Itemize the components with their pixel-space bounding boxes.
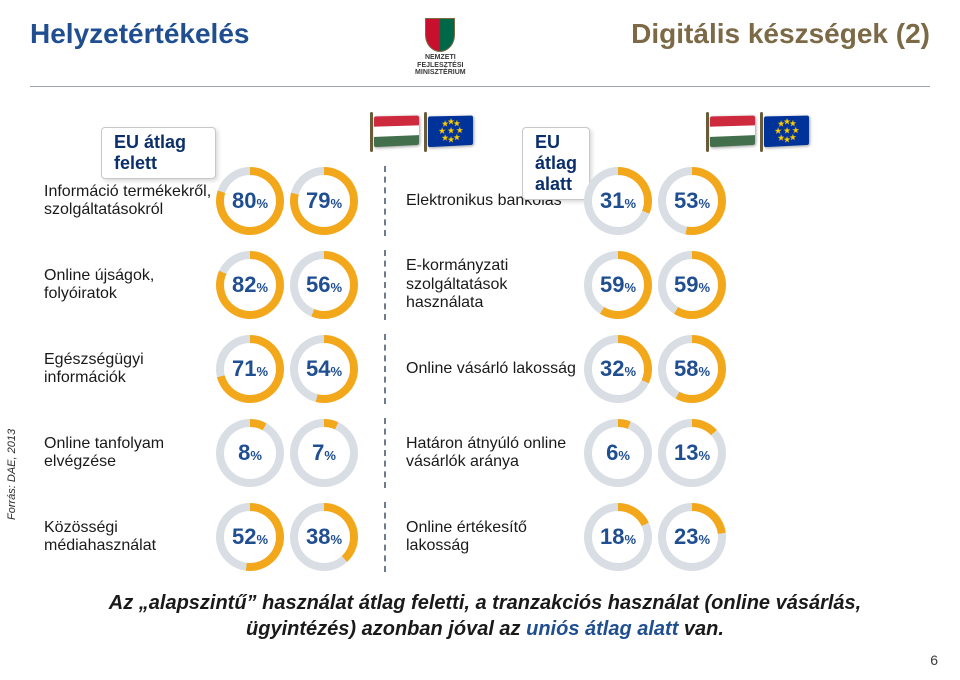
donut-chart: 13%	[658, 419, 726, 487]
donut-value: 8%	[238, 440, 262, 466]
data-row: Közösségi médiahasználat 52% 38% Online ért…	[44, 502, 934, 572]
donut-value: 32%	[600, 356, 636, 382]
footnote-em: uniós átlag alatt	[526, 618, 678, 640]
row-label-right: Határon átnyúló online vásárlók aránya	[406, 435, 584, 472]
donut-chart: 23%	[658, 503, 726, 571]
row-label-left: Online tanfolyam elvégzése	[44, 435, 216, 472]
page-title-right: Digitális készségek (2)	[631, 18, 930, 50]
row-label-left: Információ termékekről, szolgáltatásokró…	[44, 183, 216, 220]
donut-chart: 32%	[584, 335, 652, 403]
donut-chart: 58%	[658, 335, 726, 403]
donut-value: 59%	[674, 272, 710, 298]
donut-value: 80%	[232, 188, 268, 214]
donut-chart: 59%	[658, 251, 726, 319]
donut-value: 53%	[674, 188, 710, 214]
donut-chart: 79%	[290, 167, 358, 235]
badge-below: EU átlag alatt	[522, 127, 590, 200]
footnote: Az „alapszintű” használat átlag feletti,…	[50, 590, 920, 642]
footnote-l2pre: ügyintézés) azonban jóval az	[246, 618, 526, 640]
crest-line1: NEMZETI FEJLESZTÉSI	[417, 54, 463, 69]
donut-chart: 56%	[290, 251, 358, 319]
ministry-crest: NEMZETI FEJLESZTÉSI MINISZTÉRIUM	[410, 18, 470, 78]
row-label-right: Online értékesítő lakosság	[406, 519, 584, 556]
donut-chart: 7%	[290, 419, 358, 487]
donut-value: 23%	[674, 524, 710, 550]
row-label-right: Online vásárló lakosság	[406, 360, 584, 378]
column-divider	[384, 166, 386, 236]
donut-chart: 71%	[216, 335, 284, 403]
donut-value: 58%	[674, 356, 710, 382]
donut-value: 6%	[606, 440, 630, 466]
column-divider	[384, 334, 386, 404]
row-label-right: E-kormányzati szolgáltatások használata	[406, 257, 584, 312]
footnote-l2post: van.	[678, 618, 724, 640]
column-divider	[384, 502, 386, 572]
page-title-left: Helyzetértékelés	[30, 18, 249, 50]
donut-value: 38%	[306, 524, 342, 550]
column-divider	[384, 250, 386, 320]
row-label-left: Közösségi médiahasználat	[44, 519, 216, 556]
donut-value: 52%	[232, 524, 268, 550]
eu-flag-icon	[428, 116, 474, 146]
column-divider	[384, 418, 386, 488]
row-label-left: Egészségügyi információk	[44, 351, 216, 388]
donut-chart: 31%	[584, 167, 652, 235]
donut-chart: 38%	[290, 503, 358, 571]
donut-value: 59%	[600, 272, 636, 298]
source-note: Forrás: DAE, 2013	[6, 429, 18, 520]
donut-chart: 59%	[584, 251, 652, 319]
hungary-flag-icon	[710, 116, 756, 146]
data-row: Online tanfolyam elvégzése 8% 7% Határon át…	[44, 418, 934, 488]
donut-value: 82%	[232, 272, 268, 298]
donut-chart: 80%	[216, 167, 284, 235]
donut-value: 31%	[600, 188, 636, 214]
donut-value: 79%	[306, 188, 342, 214]
donut-chart: 82%	[216, 251, 284, 319]
donut-chart: 53%	[658, 167, 726, 235]
row-label-left: Online újságok, folyóiratok	[44, 267, 216, 304]
page-number: 6	[930, 652, 938, 668]
eu-flag-icon	[764, 116, 810, 146]
data-row: Online újságok, folyóiratok 82% 56% E-kormá…	[44, 250, 934, 320]
donut-chart: 6%	[584, 419, 652, 487]
content-area: EU átlag felett EU átlag alatt Informáci…	[44, 104, 934, 572]
donut-value: 54%	[306, 356, 342, 382]
crest-line2: MINISZTÉRIUM	[415, 69, 466, 76]
footnote-l1: Az „alapszintű” használat átlag feletti,…	[109, 592, 861, 614]
header-divider	[30, 86, 930, 87]
donut-value: 56%	[306, 272, 342, 298]
data-row: Egészségügyi információk 71% 54% Online vás…	[44, 334, 934, 404]
donut-value: 7%	[312, 440, 336, 466]
donut-chart: 52%	[216, 503, 284, 571]
shield-icon	[425, 18, 455, 52]
donut-chart: 54%	[290, 335, 358, 403]
hungary-flag-icon	[374, 116, 420, 146]
donut-value: 18%	[600, 524, 636, 550]
badge-above: EU átlag felett	[101, 127, 216, 179]
donut-chart: 18%	[584, 503, 652, 571]
donut-value: 13%	[674, 440, 710, 466]
donut-chart: 8%	[216, 419, 284, 487]
donut-value: 71%	[232, 356, 268, 382]
